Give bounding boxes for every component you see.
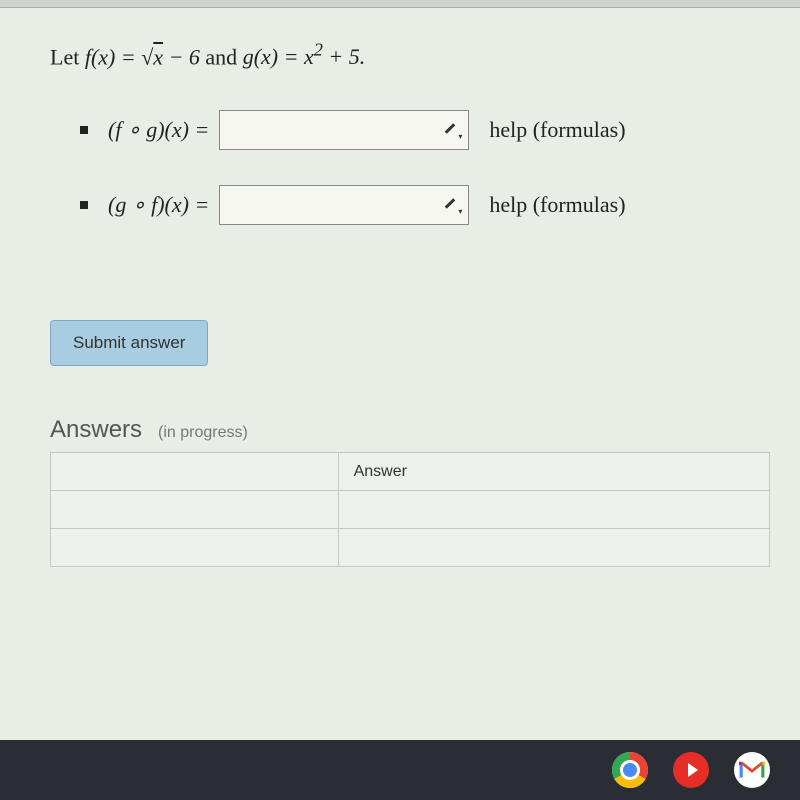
submit-button[interactable]: Submit answer [50, 320, 208, 366]
bullet-icon [80, 126, 88, 134]
answers-title: Answers [50, 416, 142, 443]
main-content: Let f(x) = √x − 6 and g(x) = x2 + 5. (f … [0, 0, 800, 567]
chrome-icon[interactable] [612, 752, 648, 788]
f-function: f(x) = √x − 6 [85, 44, 200, 69]
window-top-border [0, 0, 800, 8]
question-label: (g ∘ f)(x) = [108, 192, 209, 218]
questions-list: (f ∘ g)(x) = help (formulas) (g ∘ f)(x) … [50, 110, 770, 225]
g-function: g(x) = x2 + 5. [243, 44, 366, 69]
pencil-icon[interactable] [442, 121, 460, 139]
table-cell [51, 529, 339, 567]
problem-connector: and [200, 44, 243, 69]
answers-subtitle: (in progress) [158, 424, 248, 441]
question-label: (f ∘ g)(x) = [108, 117, 209, 143]
answers-section: Answers (in progress) Answer [50, 416, 770, 567]
youtube-icon[interactable] [673, 752, 709, 788]
help-link[interactable]: help (formulas) [489, 192, 625, 218]
table-header-answer: Answer [338, 453, 769, 491]
table-row [51, 529, 770, 567]
table-header-row: Answer [51, 453, 770, 491]
answer-input-gof[interactable] [219, 185, 469, 225]
gmail-icon[interactable] [734, 752, 770, 788]
question-row: (f ∘ g)(x) = help (formulas) [80, 110, 770, 150]
problem-statement: Let f(x) = √x − 6 and g(x) = x2 + 5. [50, 40, 770, 70]
table-cell [338, 491, 769, 529]
table-cell [51, 491, 339, 529]
bullet-icon [80, 201, 88, 209]
table-header-empty [51, 453, 339, 491]
answers-table: Answer [50, 452, 770, 567]
question-row: (g ∘ f)(x) = help (formulas) [80, 185, 770, 225]
table-row [51, 491, 770, 529]
help-link[interactable]: help (formulas) [489, 117, 625, 143]
taskbar [0, 740, 800, 800]
pencil-icon[interactable] [442, 196, 460, 214]
problem-prefix: Let [50, 44, 85, 69]
answer-input-fog[interactable] [219, 110, 469, 150]
table-cell [338, 529, 769, 567]
